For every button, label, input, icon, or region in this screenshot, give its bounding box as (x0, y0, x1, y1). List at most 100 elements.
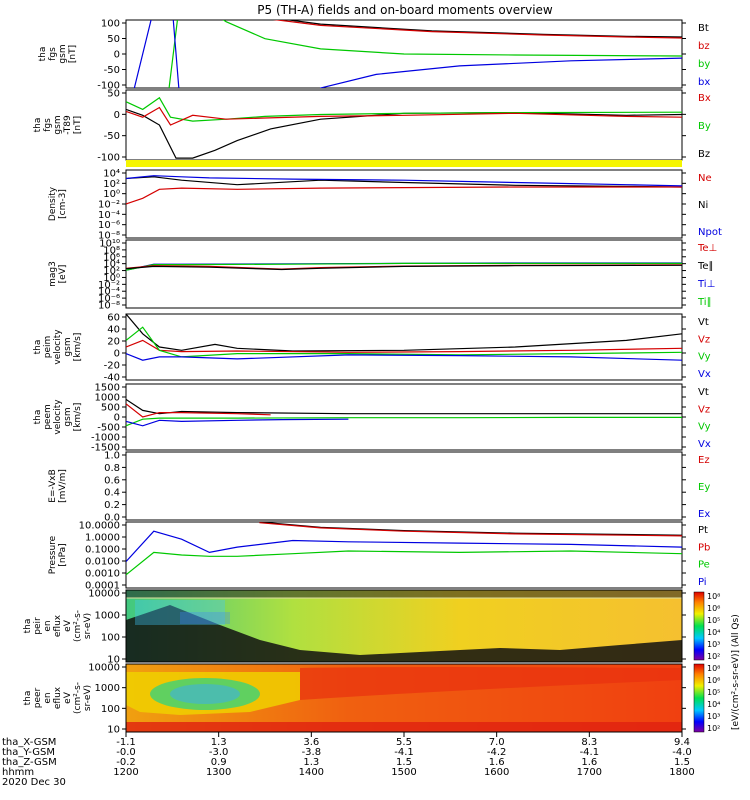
legend-Pi: Pi (698, 577, 707, 588)
y-tick-label: 10⁸ (103, 245, 120, 256)
y-tick-label: 0 (114, 413, 120, 424)
legend-bz: bz (698, 41, 710, 52)
y-tick-label: -500 (97, 423, 120, 434)
legend-Ez: Ez (698, 455, 710, 466)
y-tick-label: 0 (114, 50, 120, 61)
y-axis-label: tha (33, 340, 43, 355)
y-tick-label: 10⁴ (103, 259, 120, 270)
legend-bx: bx (698, 77, 710, 88)
y-tick-label: 0.4 (104, 488, 120, 499)
y-axis-label: peem (43, 404, 53, 430)
y-tick-label: 0.1000 (85, 545, 120, 556)
y-axis-label: (cm²-s- (73, 610, 83, 642)
y-tick-label: 10⁶ (103, 252, 120, 263)
y-axis-label: eV (63, 691, 73, 704)
date-label: 2020 Dec 30 (2, 777, 66, 788)
series-bx (133, 20, 682, 88)
y-axis-label: -T89 (63, 115, 73, 135)
x-tick-label: 1.6 (581, 757, 597, 768)
x-tick-label: 0.9 (211, 757, 227, 768)
y-tick-label: 0.0001 (85, 581, 120, 592)
y-axis-label: E=-VxB (48, 469, 58, 503)
legend-Vy: Vy (698, 422, 711, 433)
colorbar-tick-lower: 10⁴ (707, 700, 720, 709)
y-axis-label: Pressure (48, 535, 58, 574)
x-row-label: tha_Z-GSM (2, 757, 57, 768)
y-tick-label: 500 (101, 403, 120, 414)
series-Pi (126, 530, 682, 563)
colorbar-tick-lower: 10⁸ (707, 664, 720, 673)
series-Vx (126, 418, 349, 427)
series-Vt (126, 314, 682, 352)
legend-Ti⊥: Ti⊥ (697, 279, 715, 290)
colorbar-tick-lower: 10⁶ (707, 676, 720, 685)
y-tick-label: -100 (97, 153, 120, 164)
y-axis-label: [nPa] (58, 543, 68, 566)
legend-Ey: Ey (698, 482, 710, 493)
panel-p2: 50 0 -50 -100 tha fgs gsm -T89 [nT] Bx By Bz (33, 89, 711, 164)
y-axis-label: gsm (58, 44, 68, 63)
y-tick-label: 10² (103, 266, 120, 277)
y-tick-label: 10 (107, 655, 120, 666)
y-tick-label: 0.0 (104, 513, 120, 524)
y-tick-label: 10000 (88, 589, 120, 600)
legend-Pt: Pt (698, 525, 708, 536)
y-axis-label: peim (43, 336, 53, 359)
colorbar-tick-lower: 10⁵ (707, 688, 720, 697)
panel-frame (125, 313, 683, 381)
x-tick-label: -4.1 (580, 747, 600, 758)
y-tick-label: -20 (104, 361, 120, 372)
legend-Vz: Vz (698, 334, 710, 345)
series-Pe (126, 550, 682, 576)
y-axis-label: [cm-3] (58, 189, 68, 219)
y-tick-label: 20 (107, 337, 120, 348)
y-tick-label: 1000 (95, 393, 120, 404)
panel-p10: 10000 1000 100 10 tha peer en eflux eV (cm²-s-sr-… (23, 663, 686, 736)
y-tick-label: 50 (107, 34, 120, 45)
x-tick-label: 7.0 (489, 737, 505, 748)
legend-by: by (698, 59, 710, 70)
y-axis-label: en (43, 692, 53, 703)
y-tick-label: 10⁻⁴ (98, 210, 120, 221)
y-tick-label: 10⁻⁶ (98, 220, 120, 231)
y-axis-label: gsm (53, 115, 63, 134)
series-Ni (126, 176, 682, 188)
x-tick-label: 1.3 (303, 757, 319, 768)
legend-Vx: Vx (698, 369, 711, 380)
y-axis-label: tha (33, 118, 43, 133)
y-axis-label: [mV/m] (58, 469, 68, 503)
y-tick-label: 10⁻² (98, 280, 120, 291)
x-tick-label: -4.2 (487, 747, 507, 758)
x-tick-label: -3.0 (209, 747, 229, 758)
x-tick-label: -4.0 (672, 747, 692, 758)
y-axis-label: velocity (53, 399, 63, 435)
panel-p7: 1.00.80.6 0.40.2 0.0 E=-VxB [mV/m] Ez Ey Ex (48, 451, 710, 524)
panel-p9: 10000 1000 100 10 tha peir en eflux eV (cm²-s-sr-… (23, 589, 686, 666)
legend-Pe: Pe (698, 560, 710, 571)
y-tick-label: 1.0 (104, 451, 120, 462)
y-axis-label: eflux (53, 614, 63, 637)
y-tick-label: 10⁰ (103, 189, 120, 200)
y-axis-label: sr-eV) (83, 685, 93, 711)
legend-Vt: Vt (698, 387, 709, 398)
y-tick-label: 10000 (88, 663, 120, 674)
series-Vz (126, 403, 271, 418)
series-Npot (126, 175, 682, 187)
ion-spectrogram (125, 589, 683, 663)
legend-Pb: Pb (698, 542, 710, 553)
y-tick-label: -40 (104, 373, 120, 384)
colorbar-electron (693, 663, 705, 733)
y-axis-label: [nT] (68, 45, 78, 63)
y-axis-label: en (43, 620, 53, 631)
y-tick-label: 100 (101, 19, 120, 30)
series-Vt (126, 398, 682, 415)
y-axis-label: Density (48, 186, 58, 221)
legend-Bz: Bz (698, 149, 710, 160)
x-tick-label: 1400 (299, 767, 324, 778)
x-tick-label: 1.5 (396, 757, 412, 768)
x-tick-label: -0.2 (116, 757, 136, 768)
y-tick-label: 1000 (95, 683, 120, 694)
